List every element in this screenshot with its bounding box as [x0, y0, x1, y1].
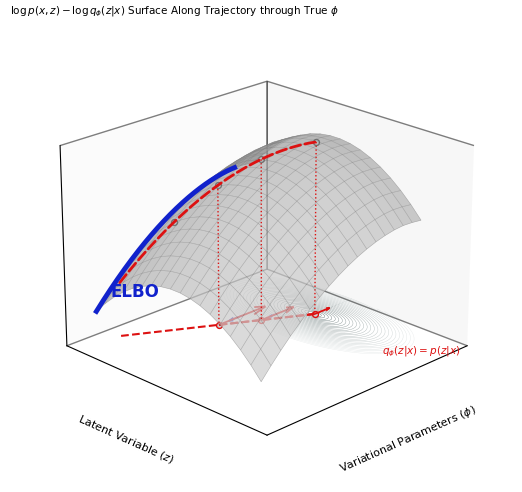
Text: $\log p(x,z) - \log q_\phi(z|x)$ Surface Along Trajectory through True $\phi$: $\log p(x,z) - \log q_\phi(z|x)$ Surface… [10, 5, 339, 19]
Y-axis label: Latent Variable ($z$): Latent Variable ($z$) [76, 412, 176, 466]
X-axis label: Variational Parameters ($\phi$): Variational Parameters ($\phi$) [338, 402, 479, 476]
